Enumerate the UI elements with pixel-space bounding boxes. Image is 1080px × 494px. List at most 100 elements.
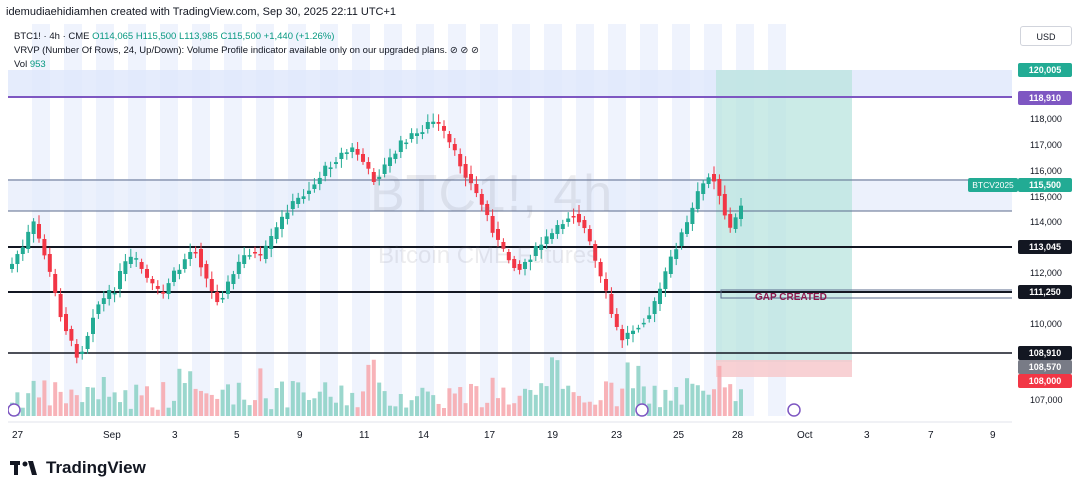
candle-body bbox=[247, 255, 252, 257]
volume-bar bbox=[344, 405, 349, 416]
candle-body bbox=[69, 329, 74, 341]
candle-body bbox=[215, 292, 220, 303]
volume-bar bbox=[285, 407, 290, 416]
volume-bar bbox=[663, 389, 668, 416]
candle-body bbox=[701, 183, 706, 194]
volume-bar bbox=[614, 406, 619, 416]
candle-body bbox=[739, 205, 743, 219]
candlestick-chart[interactable] bbox=[8, 24, 1012, 440]
vrvp-legend[interactable]: VRVP (Number Of Rows, 24, Up/Down): Volu… bbox=[14, 45, 479, 56]
volume-bar bbox=[69, 389, 74, 416]
symbol-legend[interactable]: BTC1! · 4h · CME O114,065 H115,500 L113,… bbox=[14, 31, 334, 42]
volume-bar bbox=[722, 387, 727, 416]
vrvp-hidden-icons[interactable]: ⊘ ⊘ ⊘ bbox=[449, 45, 479, 56]
vrvp-text: VRVP (Number Of Rows, 24, Up/Down): Volu… bbox=[14, 45, 448, 56]
candle-body bbox=[361, 154, 365, 162]
stop-loss-zone bbox=[716, 360, 852, 377]
volume-bar bbox=[550, 357, 554, 416]
candle-body bbox=[447, 134, 452, 143]
candle-body bbox=[436, 122, 441, 124]
session-band bbox=[384, 24, 402, 416]
candle-body bbox=[479, 194, 484, 205]
candle-body bbox=[560, 224, 565, 229]
volume-bar bbox=[199, 390, 203, 416]
volume-bar bbox=[658, 407, 662, 416]
session-band bbox=[352, 24, 370, 416]
time-tick: 11 bbox=[359, 430, 370, 441]
candle-body bbox=[647, 315, 652, 319]
candle-body bbox=[312, 184, 317, 189]
candle-body bbox=[577, 214, 581, 223]
chart-pane[interactable] bbox=[8, 24, 1012, 440]
gap-created-label: GAP CREATED bbox=[755, 292, 827, 303]
volume-legend[interactable]: Vol 953 bbox=[14, 59, 46, 70]
candle-body bbox=[80, 351, 85, 354]
volume-bar bbox=[577, 395, 581, 416]
volume-bar bbox=[728, 384, 733, 416]
volume-bar bbox=[134, 384, 139, 416]
candle-body bbox=[539, 244, 544, 250]
candle-body bbox=[134, 258, 139, 260]
chart-attribution: idemudiaehidiamhen created with TradingV… bbox=[6, 6, 397, 18]
candle-body bbox=[614, 314, 619, 327]
candle-body bbox=[733, 217, 738, 229]
candle-body bbox=[355, 149, 360, 155]
volume-bar bbox=[220, 389, 225, 416]
candle-body bbox=[582, 220, 587, 229]
candle-body bbox=[242, 255, 247, 264]
volume-bar bbox=[485, 402, 490, 416]
candle-body bbox=[199, 249, 203, 268]
volume-bar bbox=[236, 382, 241, 416]
candle-body bbox=[604, 279, 608, 291]
volume-bar bbox=[80, 402, 85, 416]
candle-body bbox=[533, 246, 538, 256]
tradingview-logo[interactable]: TradingView bbox=[10, 458, 146, 478]
volume-bar bbox=[145, 386, 149, 416]
candle-body bbox=[658, 288, 662, 304]
volume-bar bbox=[604, 381, 608, 416]
candle-body bbox=[458, 154, 463, 167]
candle-body bbox=[177, 269, 182, 274]
time-tick: Oct bbox=[797, 430, 813, 441]
open-value: O114,065 bbox=[92, 31, 134, 42]
candle-body bbox=[280, 216, 284, 229]
candle-body bbox=[209, 279, 214, 292]
candle-body bbox=[285, 212, 290, 219]
volume-label: Vol bbox=[14, 59, 28, 70]
candle-body bbox=[31, 221, 36, 234]
volume-bar bbox=[312, 398, 317, 416]
currency-button[interactable]: USD bbox=[1020, 26, 1072, 46]
candle-body bbox=[182, 259, 187, 269]
volume-bar bbox=[447, 388, 452, 416]
volume-bar bbox=[58, 391, 63, 416]
session-band bbox=[512, 24, 530, 416]
candle-body bbox=[366, 162, 371, 169]
session-band bbox=[64, 24, 82, 416]
candle-body bbox=[193, 252, 198, 254]
volume-bar bbox=[517, 395, 522, 416]
volume-bar bbox=[355, 407, 360, 416]
price-tag-108570: 108,570 bbox=[1018, 360, 1072, 374]
candle-body bbox=[371, 172, 376, 182]
volume-bar bbox=[112, 392, 117, 416]
volume-bar bbox=[641, 386, 646, 416]
candle-body bbox=[263, 245, 268, 259]
volume-bar bbox=[490, 377, 495, 416]
candle-body bbox=[528, 259, 533, 262]
volume-bar bbox=[695, 385, 700, 416]
volume-bar bbox=[269, 409, 274, 416]
time-tick: 27 bbox=[12, 430, 24, 441]
volume-bar bbox=[263, 398, 268, 416]
candle-body bbox=[679, 232, 684, 246]
volume-bar bbox=[598, 400, 603, 416]
volume-bar bbox=[647, 403, 652, 416]
candle-body bbox=[587, 229, 592, 242]
session-band bbox=[288, 24, 306, 416]
volume-bar bbox=[555, 360, 560, 416]
candle-body bbox=[555, 225, 560, 234]
volume-bar bbox=[479, 407, 484, 416]
candle-body bbox=[323, 165, 328, 176]
volume-bar bbox=[371, 359, 376, 416]
candle-body bbox=[652, 301, 657, 314]
symbol-name[interactable]: BTC1! · 4h · CME bbox=[14, 31, 90, 42]
